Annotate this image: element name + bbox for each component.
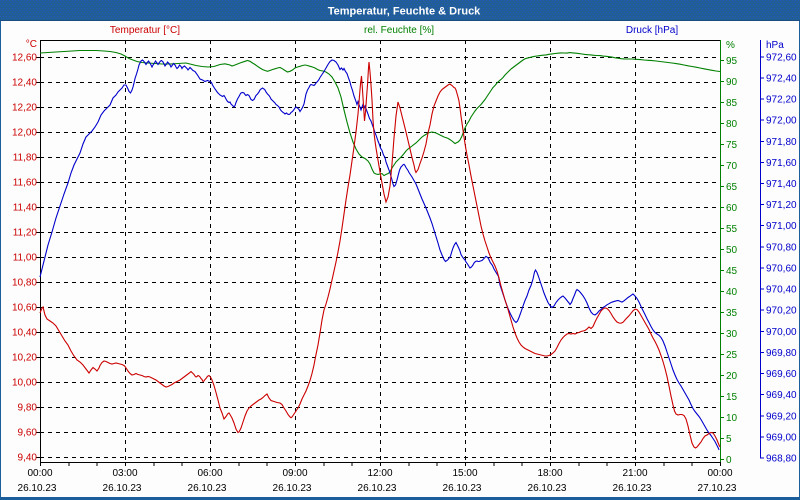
- svg-text:45: 45: [726, 266, 738, 277]
- svg-text:970,00: 970,00: [766, 327, 797, 338]
- svg-text:26.10.23: 26.10.23: [188, 483, 227, 494]
- svg-text:969,40: 969,40: [766, 390, 797, 401]
- svg-text:Temperatur, Feuchte & Druck: Temperatur, Feuchte & Druck: [328, 6, 481, 18]
- svg-text:969,20: 969,20: [766, 411, 797, 422]
- svg-text:70: 70: [726, 161, 738, 172]
- svg-text:970,20: 970,20: [766, 306, 797, 317]
- svg-text:°C: °C: [26, 39, 37, 50]
- svg-text:12,20: 12,20: [12, 103, 37, 114]
- svg-text:11,40: 11,40: [13, 203, 38, 214]
- svg-text:972,20: 972,20: [766, 95, 797, 106]
- svg-text:969,80: 969,80: [766, 348, 797, 359]
- svg-text:12,00: 12,00: [12, 128, 37, 139]
- svg-text:26.10.23: 26.10.23: [443, 483, 482, 494]
- svg-text:12:00: 12:00: [367, 468, 392, 479]
- svg-text:75: 75: [726, 140, 738, 151]
- svg-text:972,60: 972,60: [766, 52, 797, 63]
- svg-text:%: %: [726, 40, 735, 51]
- svg-text:972,40: 972,40: [766, 73, 797, 84]
- svg-text:971,60: 971,60: [766, 158, 797, 169]
- svg-text:11,00: 11,00: [13, 253, 38, 264]
- svg-text:970,80: 970,80: [766, 242, 797, 253]
- svg-text:30: 30: [726, 329, 738, 340]
- svg-text:09:00: 09:00: [282, 468, 307, 479]
- svg-text:9,60: 9,60: [18, 428, 38, 439]
- svg-text:971,00: 971,00: [766, 221, 797, 232]
- svg-text:rel. Feuchte [%]: rel. Feuchte [%]: [364, 25, 434, 36]
- svg-text:65: 65: [726, 182, 738, 193]
- svg-text:18:00: 18:00: [537, 468, 562, 479]
- svg-text:21:00: 21:00: [622, 468, 647, 479]
- svg-text:971,40: 971,40: [766, 179, 797, 190]
- svg-text:26.10.23: 26.10.23: [18, 483, 57, 494]
- svg-text:26.10.23: 26.10.23: [103, 483, 142, 494]
- svg-text:60: 60: [726, 203, 738, 214]
- svg-text:12,60: 12,60: [12, 53, 37, 64]
- svg-text:25: 25: [726, 350, 738, 361]
- svg-text:10: 10: [726, 413, 738, 424]
- svg-text:10,40: 10,40: [12, 328, 37, 339]
- svg-text:15: 15: [726, 392, 738, 403]
- svg-text:5: 5: [726, 434, 732, 445]
- svg-text:35: 35: [726, 308, 738, 319]
- svg-text:26.10.23: 26.10.23: [613, 483, 652, 494]
- svg-text:12,40: 12,40: [12, 78, 37, 89]
- svg-text:00:00: 00:00: [27, 468, 52, 479]
- svg-text:970,60: 970,60: [766, 263, 797, 274]
- svg-text:00:00: 00:00: [707, 468, 732, 479]
- svg-text:06:00: 06:00: [197, 468, 222, 479]
- svg-text:968,80: 968,80: [766, 454, 797, 465]
- svg-text:26.10.23: 26.10.23: [358, 483, 397, 494]
- svg-text:10,00: 10,00: [12, 378, 37, 389]
- svg-text:0: 0: [726, 455, 732, 466]
- svg-text:26.10.23: 26.10.23: [273, 483, 312, 494]
- svg-text:969,60: 969,60: [766, 369, 797, 380]
- svg-text:55: 55: [726, 224, 738, 235]
- svg-text:26.10.23: 26.10.23: [528, 483, 567, 494]
- svg-text:20: 20: [726, 371, 738, 382]
- svg-text:969,00: 969,00: [766, 432, 797, 443]
- svg-text:Temperatur [°C]: Temperatur [°C]: [110, 25, 180, 36]
- svg-text:9,80: 9,80: [18, 403, 38, 414]
- svg-text:50: 50: [726, 245, 738, 256]
- svg-text:27.10.23: 27.10.23: [698, 483, 737, 494]
- svg-text:11,80: 11,80: [13, 153, 38, 164]
- svg-text:40: 40: [726, 287, 738, 298]
- svg-text:03:00: 03:00: [112, 468, 137, 479]
- svg-text:971,80: 971,80: [766, 137, 797, 148]
- svg-text:85: 85: [726, 98, 738, 109]
- svg-text:80: 80: [726, 119, 738, 130]
- svg-text:95: 95: [726, 56, 738, 67]
- svg-text:11,60: 11,60: [13, 178, 38, 189]
- svg-text:972,00: 972,00: [766, 116, 797, 127]
- svg-text:971,20: 971,20: [766, 200, 797, 211]
- svg-text:9,40: 9,40: [18, 453, 38, 464]
- svg-text:Druck [hPa]: Druck [hPa]: [626, 25, 678, 36]
- svg-text:15:00: 15:00: [452, 468, 477, 479]
- svg-text:10,60: 10,60: [12, 303, 37, 314]
- svg-text:11,20: 11,20: [13, 228, 38, 239]
- svg-text:970,40: 970,40: [766, 285, 797, 296]
- svg-text:10,80: 10,80: [12, 278, 37, 289]
- svg-text:10,20: 10,20: [12, 353, 37, 364]
- svg-text:hPa: hPa: [766, 40, 784, 51]
- svg-text:90: 90: [726, 77, 738, 88]
